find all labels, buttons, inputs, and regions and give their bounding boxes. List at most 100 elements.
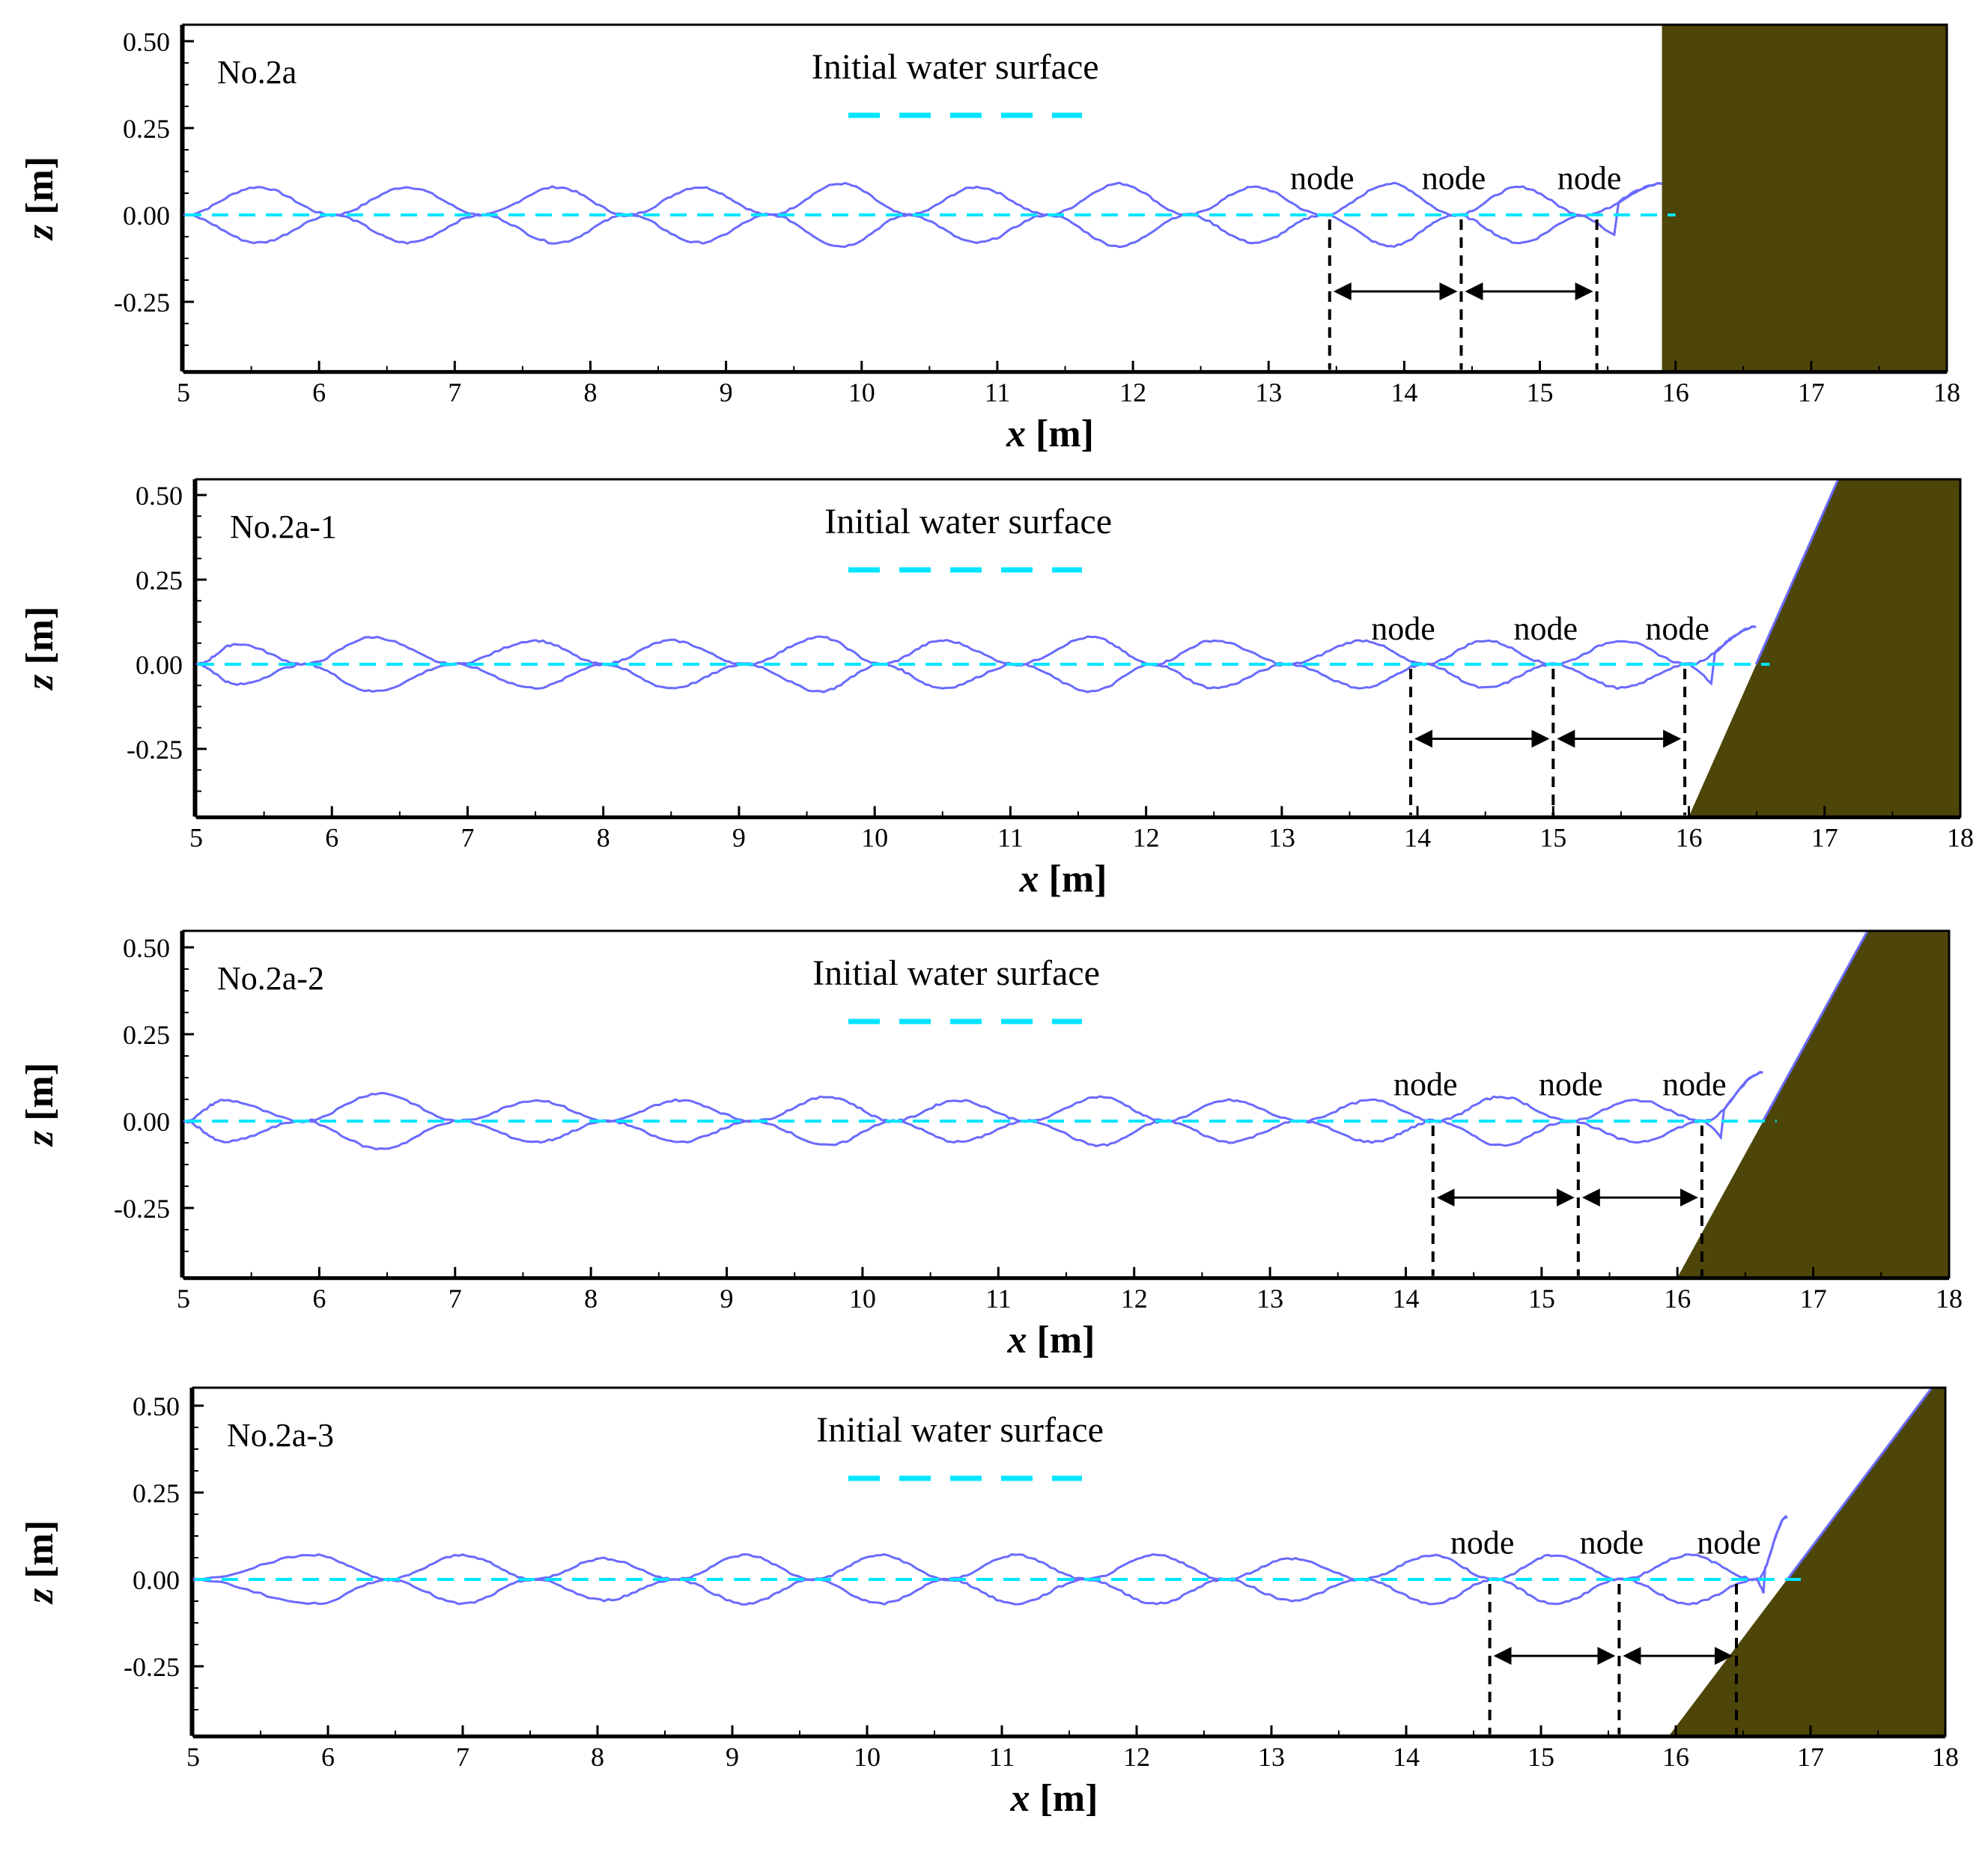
x-tick-label: 6 <box>312 377 326 407</box>
x-tick-label: 11 <box>997 822 1024 852</box>
x-tick-label: 16 <box>1662 1742 1689 1772</box>
x-tick-label: 13 <box>1268 822 1295 852</box>
panel-label: No.2a-1 <box>230 508 337 545</box>
y-tick-label: 0.50 <box>136 481 183 511</box>
x-axis-variable: x <box>1010 1777 1030 1820</box>
y-tick-label: 0.50 <box>123 933 170 963</box>
x-tick-label: 17 <box>1811 822 1838 852</box>
x-tick-label: 16 <box>1676 822 1703 852</box>
x-axis-unit: [m] <box>1026 413 1094 455</box>
x-tick-label: 8 <box>597 822 610 852</box>
node-label: node <box>1290 160 1355 197</box>
x-tick-label: 10 <box>854 1742 881 1772</box>
x-tick-label: 10 <box>861 822 888 852</box>
legend-label: Initial water surface <box>812 953 1100 993</box>
wave-envelope-upper <box>183 181 1662 217</box>
x-tick-label: 7 <box>448 377 461 407</box>
x-tick-label: 15 <box>1528 1742 1554 1772</box>
x-tick-label: 5 <box>186 1742 200 1772</box>
y-tick-label: 0.25 <box>133 1478 180 1508</box>
wave-envelope-lower <box>195 625 1757 693</box>
y-tick-label: 0.00 <box>136 650 183 680</box>
y-axis-variable: z <box>19 1130 61 1147</box>
x-tick-label: 11 <box>985 1284 1012 1314</box>
y-axis-variable: z <box>19 674 61 691</box>
x-tick-label: 8 <box>583 377 597 407</box>
y-tick-label: 0.00 <box>123 201 170 231</box>
x-tick-label: 5 <box>177 377 190 407</box>
y-axis-unit: [m] <box>19 1520 61 1588</box>
y-axis-label: z [m] <box>19 607 61 691</box>
wave-envelope-lower <box>192 1515 1788 1606</box>
x-axis-unit: [m] <box>1039 857 1107 900</box>
node-label: node <box>1514 610 1578 647</box>
node-label: node <box>1645 610 1709 647</box>
x-tick-label: 6 <box>312 1284 326 1314</box>
y-tick-label: 0.50 <box>123 27 170 57</box>
y-tick-label: 0.00 <box>123 1107 170 1137</box>
y-tick-label: -0.25 <box>124 1652 180 1682</box>
x-tick-label: 9 <box>726 1742 739 1772</box>
node-label: node <box>1393 1066 1458 1103</box>
y-tick-label: 0.00 <box>133 1565 180 1595</box>
x-tick-label: 14 <box>1404 822 1431 852</box>
x-tick-label: 18 <box>1947 822 1974 852</box>
x-tick-label: 18 <box>1932 1742 1959 1772</box>
x-tick-label: 14 <box>1393 1742 1420 1772</box>
y-axis-variable: z <box>19 224 61 241</box>
x-tick-label: 15 <box>1528 1284 1555 1314</box>
y-tick-label: 0.50 <box>133 1391 180 1421</box>
structure-wall <box>1662 25 1947 371</box>
x-tick-label: 5 <box>189 822 203 852</box>
x-axis-label: x [m] <box>1019 857 1107 900</box>
x-tick-label: 14 <box>1390 377 1417 407</box>
y-tick-label: -0.25 <box>114 1194 170 1224</box>
y-tick-label: 0.25 <box>123 114 170 144</box>
node-label: node <box>1450 1525 1515 1561</box>
y-tick-label: -0.25 <box>127 735 183 765</box>
wave-envelope-upper <box>192 1516 1788 1582</box>
x-tick-label: 11 <box>985 377 1011 407</box>
wave-envelope-lower <box>183 181 1662 249</box>
x-axis-label: x [m] <box>1006 413 1094 455</box>
node-label: node <box>1697 1525 1761 1561</box>
y-tick-label: 0.25 <box>123 1020 170 1050</box>
x-tick-label: 9 <box>732 822 746 852</box>
x-tick-label: 7 <box>449 1284 462 1314</box>
x-tick-label: 14 <box>1392 1284 1419 1314</box>
x-axis-variable: x <box>1007 1319 1027 1361</box>
wall-runup-trace <box>1786 1387 1933 1580</box>
x-tick-label: 12 <box>1133 822 1160 852</box>
structure-wall <box>1688 479 1960 817</box>
y-axis-variable: z <box>19 1588 61 1605</box>
panel-1: 5 6 7 8 9 10 11 12 13 14 15 16 17 18 0.50 0.25 0.00 -0.25… <box>19 23 1960 455</box>
y-axis-unit: [m] <box>19 1063 61 1131</box>
x-tick-label: 12 <box>1123 1742 1150 1772</box>
panel-2: 5 6 7 8 9 10 11 12 13 14 15 16 17 18 0.50 0.25 0.00 -0.25… <box>19 478 1974 900</box>
panel-4: 5 6 7 8 9 10 11 12 13 14 15 16 17 18 0.50 0.25 0.00 -0.25… <box>19 1386 1959 1820</box>
panel-3: 5 6 7 8 9 10 11 12 13 14 15 16 17 18 0.50 0.25 0.00 -0.25… <box>19 929 1963 1361</box>
y-axis-unit: [m] <box>19 157 61 225</box>
x-tick-label: 8 <box>591 1742 604 1772</box>
x-axis-label: x [m] <box>1007 1319 1095 1361</box>
x-tick-label: 9 <box>720 1284 734 1314</box>
structure-wall <box>1669 1388 1945 1736</box>
x-tick-label: 6 <box>325 822 338 852</box>
x-tick-label: 9 <box>720 377 733 407</box>
x-tick-label: 13 <box>1258 1742 1285 1772</box>
x-axis-unit: [m] <box>1027 1319 1095 1361</box>
x-tick-label: 17 <box>1797 1742 1824 1772</box>
y-tick-label: 0.25 <box>136 565 183 595</box>
wave-envelope-lower <box>183 1071 1763 1151</box>
x-axis-variable: x <box>1019 857 1039 900</box>
x-tick-label: 6 <box>321 1742 335 1772</box>
x-tick-label: 5 <box>177 1284 190 1314</box>
node-label: node <box>1662 1066 1727 1103</box>
y-axis-unit: [m] <box>19 607 61 675</box>
y-axis-label: z [m] <box>19 1520 61 1605</box>
panel-label: No.2a <box>217 54 297 91</box>
wave-envelope-upper <box>195 625 1757 667</box>
x-tick-label: 12 <box>1121 1284 1148 1314</box>
x-tick-label: 18 <box>1936 1284 1963 1314</box>
